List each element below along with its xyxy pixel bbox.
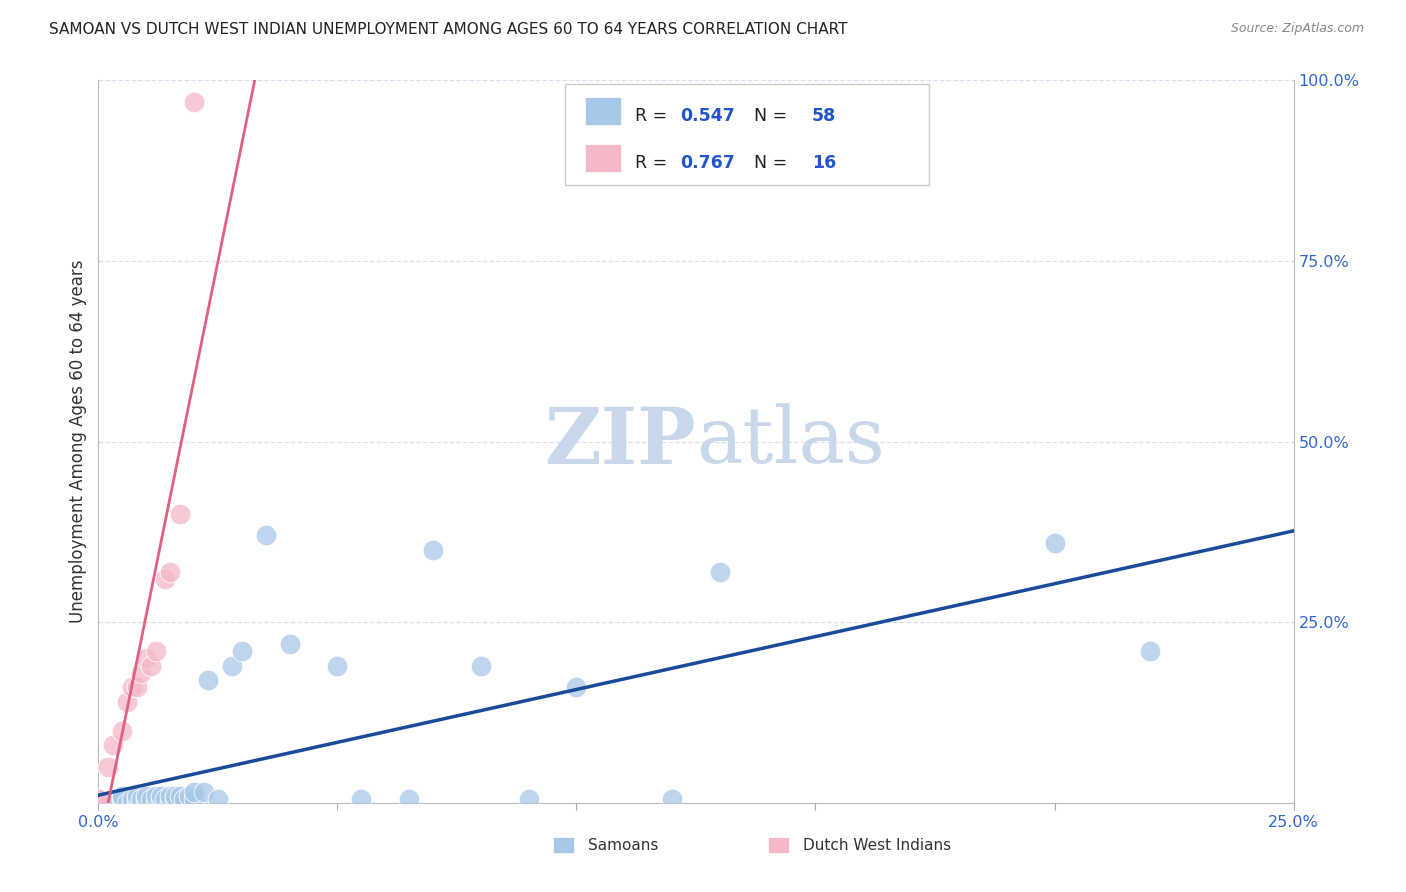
Point (470, 658, 492, 673)
Point (135, 796, 157, 810)
Point (131, 665, 153, 680)
Point (87, 796, 110, 810)
Point (101, 792, 124, 806)
Point (115, 796, 138, 810)
Point (163, 792, 186, 806)
Text: N =: N = (742, 107, 793, 125)
Point (155, 572, 177, 586)
FancyBboxPatch shape (565, 84, 929, 185)
Point (107, 796, 129, 810)
Point (183, 785, 205, 799)
Point (661, 792, 683, 806)
Point (350, 792, 373, 806)
Point (221, 658, 243, 673)
Point (87, 796, 110, 810)
Point (183, 95, 205, 109)
FancyBboxPatch shape (553, 838, 574, 854)
Text: 58: 58 (811, 107, 837, 125)
Point (709, 565, 731, 579)
Point (517, 792, 540, 806)
Point (87, 796, 110, 810)
Point (97, 760, 120, 774)
Point (87, 792, 110, 806)
Point (121, 796, 143, 810)
Point (111, 792, 134, 806)
Point (254, 528, 277, 542)
Text: R =: R = (636, 107, 672, 125)
Point (87, 796, 110, 810)
Point (111, 792, 134, 806)
Text: R =: R = (636, 153, 672, 171)
Point (278, 637, 301, 651)
Point (173, 792, 195, 806)
Point (169, 507, 191, 521)
Point (169, 789, 191, 803)
Point (145, 789, 167, 803)
Point (159, 565, 181, 579)
Text: atlas: atlas (696, 404, 884, 479)
Point (125, 792, 148, 806)
Point (145, 796, 167, 810)
Point (231, 644, 253, 658)
FancyBboxPatch shape (768, 838, 789, 854)
Point (131, 796, 153, 810)
Text: ZIP: ZIP (544, 403, 696, 480)
Point (125, 796, 148, 810)
Text: 0.767: 0.767 (681, 153, 735, 171)
Point (155, 792, 177, 806)
Point (87, 792, 110, 806)
Point (107, 792, 129, 806)
Point (101, 796, 124, 810)
Point (149, 789, 172, 803)
Point (125, 680, 148, 694)
Point (398, 792, 420, 806)
Point (135, 651, 157, 665)
Point (159, 789, 181, 803)
Point (163, 789, 186, 803)
Point (125, 789, 148, 803)
Point (207, 792, 229, 806)
Point (135, 789, 157, 803)
Point (111, 796, 134, 810)
Text: 0.547: 0.547 (681, 107, 735, 125)
Y-axis label: Unemployment Among Ages 60 to 64 years: Unemployment Among Ages 60 to 64 years (69, 260, 87, 624)
Point (121, 680, 143, 694)
Point (87, 796, 110, 810)
Text: 16: 16 (811, 153, 837, 171)
Text: N =: N = (742, 153, 793, 171)
Point (101, 738, 124, 752)
Point (139, 658, 162, 673)
FancyBboxPatch shape (585, 144, 620, 172)
Point (121, 792, 143, 806)
Point (135, 792, 157, 806)
Point (159, 796, 181, 810)
Point (326, 658, 349, 673)
Point (422, 542, 444, 557)
Point (111, 723, 134, 738)
Point (179, 789, 201, 803)
Point (139, 792, 162, 806)
Point (197, 673, 219, 687)
Point (193, 785, 215, 799)
Point (111, 789, 134, 803)
Text: Source: ZipAtlas.com: Source: ZipAtlas.com (1230, 22, 1364, 36)
Point (149, 792, 172, 806)
Point (145, 644, 167, 658)
Point (97, 796, 120, 810)
Point (565, 680, 588, 694)
Point (1043, 535, 1066, 549)
Text: SAMOAN VS DUTCH WEST INDIAN UNEMPLOYMENT AMONG AGES 60 TO 64 YEARS CORRELATION C: SAMOAN VS DUTCH WEST INDIAN UNEMPLOYMENT… (49, 22, 848, 37)
Text: Samoans: Samoans (588, 838, 658, 853)
Point (115, 695, 138, 709)
FancyBboxPatch shape (585, 97, 620, 125)
Point (183, 792, 205, 806)
Point (131, 792, 153, 806)
Text: Dutch West Indians: Dutch West Indians (803, 838, 952, 853)
Point (1139, 644, 1161, 658)
